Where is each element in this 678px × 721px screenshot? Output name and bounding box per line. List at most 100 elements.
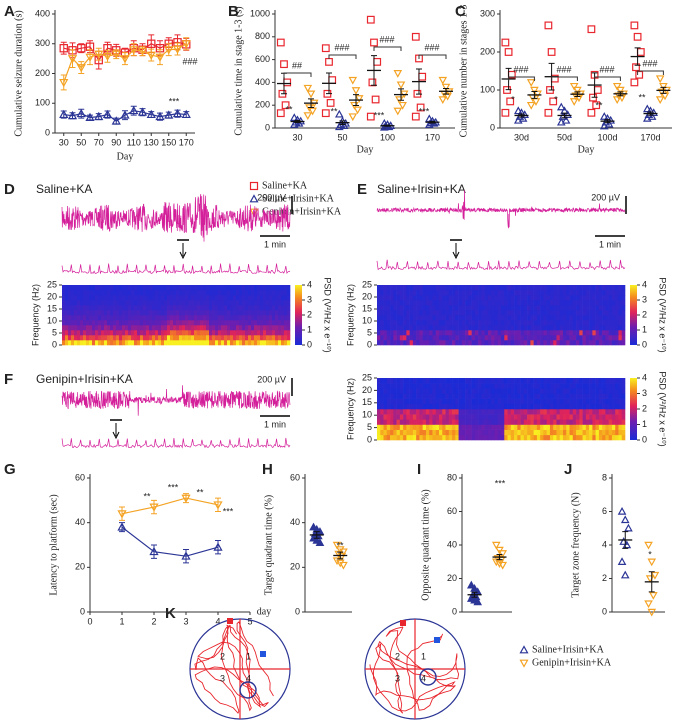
spectrogram-cell (501, 404, 505, 409)
x-tick-label: 5 (247, 616, 252, 626)
spectrogram-cell (410, 404, 414, 409)
spectrogram-cell (452, 383, 456, 388)
swim-path (198, 625, 268, 710)
spectrogram-cell (521, 430, 525, 435)
x-tick-label: 90 (111, 137, 121, 147)
spectrogram-cell (459, 383, 463, 388)
spectrogram-cell (475, 290, 479, 295)
spectrogram-cell (254, 305, 257, 310)
spectrogram-cell (511, 394, 515, 399)
spectrogram-cell (230, 340, 233, 345)
spectrogram-cell (158, 305, 161, 310)
spectrogram-cell (609, 394, 613, 399)
spectrogram-cell (110, 340, 113, 345)
spectrogram-cell (462, 310, 466, 315)
spectrogram-cell (68, 310, 71, 315)
spectrogram-cell (622, 295, 626, 300)
spectrogram-cell (592, 419, 596, 424)
spectrogram-cell (615, 394, 619, 399)
spectrogram-cell (263, 295, 266, 300)
spectrogram-cell (622, 409, 626, 414)
time-label: 1 min (264, 419, 286, 429)
spectrogram-cell (167, 320, 170, 325)
spectrogram-cell (137, 290, 140, 295)
spectrogram-cell (146, 305, 149, 310)
spectrogram-cell (92, 325, 95, 330)
marker (374, 59, 381, 66)
spectrogram-cell (596, 335, 600, 340)
spectrogram-cell (596, 409, 600, 414)
spectrogram-cell (553, 300, 557, 305)
spectrogram-cell (589, 315, 593, 320)
spectrogram-cell (242, 300, 245, 305)
spectrogram-cell (543, 295, 547, 300)
spectrogram-cell (101, 285, 104, 290)
spectrogram-cell (377, 340, 381, 345)
spectrogram-cell (589, 378, 593, 383)
spectrogram-cell (478, 394, 482, 399)
spectrogram-cell (521, 320, 525, 325)
spectrogram-cell (432, 285, 436, 290)
significance: ** (638, 92, 646, 102)
spectrogram-cell (449, 388, 453, 393)
spectrogram-cell (281, 305, 284, 310)
spectrogram-cell (161, 285, 164, 290)
spectrogram-cell (527, 399, 531, 404)
spectrogram-cell (125, 310, 128, 315)
spectrogram-cell (68, 320, 71, 325)
spectrogram-cell (488, 435, 492, 440)
y-tick-label: 10 (362, 315, 372, 325)
spectrogram-cell (446, 310, 450, 315)
spectrogram-cell (218, 325, 221, 330)
spectrogram-cell (380, 320, 384, 325)
spectrogram-cell (224, 300, 227, 305)
spectrogram-cell (416, 335, 420, 340)
spectrogram-cell (397, 430, 401, 435)
spectrogram-cell (550, 310, 554, 315)
spectrogram-cell (455, 320, 459, 325)
spectrogram-cell (439, 330, 443, 335)
spectrogram-cell (485, 378, 489, 383)
spectrogram-cell (596, 330, 600, 335)
spectrogram-cell (104, 300, 107, 305)
spectrogram-cell (191, 310, 194, 315)
spectrogram-cell (579, 394, 583, 399)
spectrogram-cell (272, 335, 275, 340)
spectrogram-cell (410, 325, 414, 330)
spectrogram-cell (242, 310, 245, 315)
colorbar-label: PSD (V²/Hz x e⁻¹⁰) (323, 277, 333, 352)
spectrogram-cell (498, 330, 502, 335)
spectrogram-cell (377, 378, 381, 383)
spectrogram-cell (550, 399, 554, 404)
spectrogram-cell (158, 330, 161, 335)
spectrogram-cell (209, 295, 212, 300)
significance: ### (513, 64, 528, 74)
spectrogram-cell (446, 383, 450, 388)
spectrogram-cell (287, 335, 290, 340)
spectrogram-cell (281, 295, 284, 300)
spectrogram-cell (167, 285, 170, 290)
spectrogram-cell (287, 340, 290, 345)
spectrogram-cell (586, 310, 590, 315)
spectrogram-cell (71, 285, 74, 290)
spectrogram-cell (553, 414, 557, 419)
bracket (374, 47, 401, 51)
spectrogram-cell (71, 305, 74, 310)
spectrogram-cell (589, 399, 593, 404)
spectrogram-cell (164, 290, 167, 295)
spectrogram-cell (618, 295, 622, 300)
spectrogram-cell (380, 335, 384, 340)
spectrogram-cell (560, 383, 564, 388)
legend-marker (521, 660, 528, 666)
spectrogram-cell (537, 435, 541, 440)
y-axis-label: Frequency (Hz) (345, 378, 355, 440)
spectrogram-cell (599, 435, 603, 440)
spectrogram-cell (275, 320, 278, 325)
spectrogram-cell (563, 435, 567, 440)
spectrogram-cell (560, 295, 564, 300)
spectrogram-cell (218, 290, 221, 295)
spectrogram-cell (459, 430, 463, 435)
x-tick-label: 30 (292, 132, 302, 142)
spectrogram-cell (498, 325, 502, 330)
spectrogram-cell (221, 305, 224, 310)
